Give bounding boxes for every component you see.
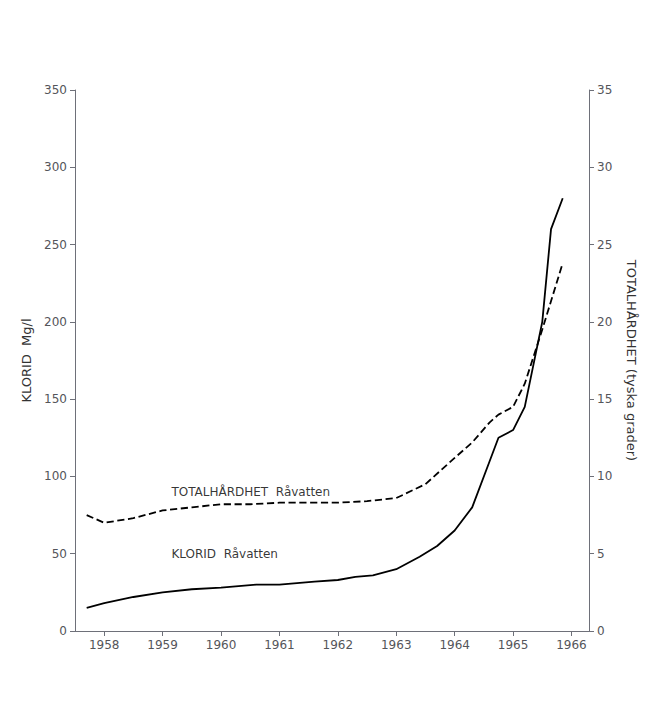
svg-text:30: 30 [597, 160, 612, 174]
svg-text:1961: 1961 [264, 638, 295, 652]
svg-text:25: 25 [597, 238, 612, 252]
svg-text:15: 15 [597, 392, 612, 406]
svg-text:0: 0 [59, 624, 67, 638]
svg-text:TOTALHÅRDHET (tyska grader): TOTALHÅRDHET (tyska grader) [624, 259, 639, 461]
svg-text:350: 350 [44, 83, 67, 97]
svg-text:100: 100 [44, 469, 67, 483]
svg-text:250: 250 [44, 238, 67, 252]
svg-text:50: 50 [52, 547, 67, 561]
svg-text:5: 5 [597, 547, 605, 561]
svg-text:1958: 1958 [89, 638, 120, 652]
svg-text:1963: 1963 [381, 638, 412, 652]
svg-text:35: 35 [597, 83, 612, 97]
svg-text:1959: 1959 [147, 638, 178, 652]
svg-text:300: 300 [44, 160, 67, 174]
svg-text:1962: 1962 [323, 638, 354, 652]
svg-text:10: 10 [597, 469, 612, 483]
svg-text:20: 20 [597, 315, 612, 329]
svg-text:1965: 1965 [498, 638, 529, 652]
svg-text:1966: 1966 [556, 638, 587, 652]
svg-text:0: 0 [597, 624, 605, 638]
svg-text:200: 200 [44, 315, 67, 329]
svg-text:150: 150 [44, 392, 67, 406]
svg-text:TOTALHÅRDHET Råvatten: TOTALHÅRDHET Råvatten [170, 484, 330, 499]
svg-text:1964: 1964 [439, 638, 470, 652]
svg-text:KLORID Råvatten: KLORID Råvatten [171, 547, 278, 561]
svg-text:1960: 1960 [206, 638, 237, 652]
svg-text:KLORID Mg/l: KLORID Mg/l [19, 318, 34, 402]
